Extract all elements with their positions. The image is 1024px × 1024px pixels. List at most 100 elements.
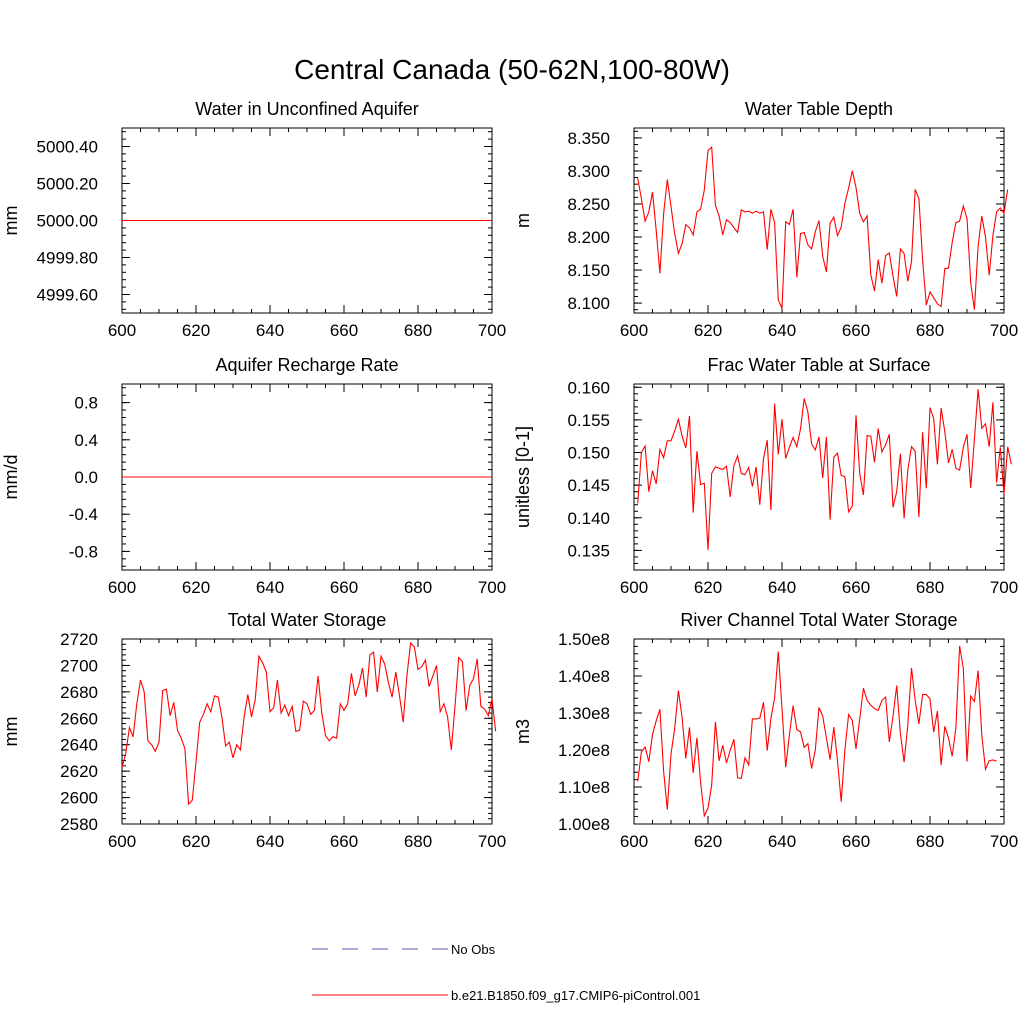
y-tick-label: 2700: [60, 656, 98, 675]
y-tick-label: 1.00e8: [558, 815, 610, 834]
y-tick-label: 8.150: [567, 261, 610, 280]
y-tick-label: 4999.60: [37, 286, 98, 305]
y-tick-label: 0.4: [74, 431, 98, 450]
x-tick-label: 660: [842, 321, 870, 340]
y-tick-label: 2620: [60, 762, 98, 781]
x-tick-label: 600: [620, 321, 648, 340]
y-tick-label: 8.350: [567, 129, 610, 148]
y-tick-label: 0.145: [567, 476, 610, 495]
x-tick-label: 660: [842, 578, 870, 597]
x-tick-label: 700: [990, 321, 1018, 340]
y-tick-label: 8.200: [567, 228, 610, 247]
y-tick-label: 5000.20: [37, 175, 98, 194]
x-tick-label: 620: [182, 832, 210, 851]
y-tick-label: -0.4: [69, 505, 98, 524]
x-tick-label: 620: [694, 832, 722, 851]
y-axis-label: unitless [0-1]: [513, 426, 533, 528]
y-tick-label: 2660: [60, 709, 98, 728]
x-tick-label: 600: [620, 578, 648, 597]
panel-title: River Channel Total Water Storage: [680, 610, 957, 630]
y-tick-label: 2640: [60, 736, 98, 755]
panel-title: Total Water Storage: [228, 610, 386, 630]
panel-title: Water Table Depth: [745, 99, 893, 119]
figure-title: Central Canada (50-62N,100-80W): [294, 54, 730, 85]
y-tick-label: 5000.40: [37, 138, 98, 157]
y-tick-label: 8.100: [567, 294, 610, 313]
series-line: [637, 389, 1012, 550]
x-tick-label: 640: [768, 321, 796, 340]
x-tick-label: 640: [256, 832, 284, 851]
y-axis-label: m3: [513, 719, 533, 744]
x-tick-label: 700: [478, 321, 506, 340]
y-tick-label: 0.155: [567, 411, 610, 430]
series-line: [637, 146, 1009, 310]
chart-panel-river-channel-storage: River Channel Total Water Storage 600 620 6…: [513, 610, 1018, 851]
y-axis-label: mm/d: [1, 455, 21, 500]
x-tick-label: 620: [182, 578, 210, 597]
x-tick-label: 680: [916, 578, 944, 597]
panel-title: Frac Water Table at Surface: [707, 355, 930, 375]
series-line: [637, 645, 997, 818]
x-tick-label: 600: [620, 832, 648, 851]
y-tick-label: 5000.00: [37, 212, 98, 231]
series-line: [121, 641, 497, 806]
y-tick-label: 0.135: [567, 541, 610, 560]
x-tick-label: 700: [478, 832, 506, 851]
x-tick-label: 700: [478, 578, 506, 597]
y-axis-label: m: [513, 213, 533, 228]
legend-label: b.e21.B1850.f09_g17.CMIP6-piControl.001: [451, 988, 700, 1003]
chart-panels: Water in Unconfined Aquifer 600 620 640 660 6…: [1, 99, 1018, 851]
x-tick-label: 700: [990, 832, 1018, 851]
y-tick-label: -0.8: [69, 542, 98, 561]
y-tick-label: 2580: [60, 815, 98, 834]
x-tick-label: 620: [182, 321, 210, 340]
legend: No Obs b.e21.B1850.f09_g17.CMIP6-piContro…: [312, 942, 700, 1003]
panel-title: Aquifer Recharge Rate: [215, 355, 398, 375]
chart-panel-aquifer-recharge: Aquifer Recharge Rate 600 620 640 660 680 700 -…: [1, 355, 506, 597]
y-tick-label: 1.10e8: [558, 778, 610, 797]
x-tick-label: 660: [330, 321, 358, 340]
x-tick-label: 680: [404, 578, 432, 597]
x-tick-label: 600: [108, 321, 136, 340]
y-tick-label: 1.30e8: [558, 704, 610, 723]
x-tick-label: 640: [768, 578, 796, 597]
x-tick-label: 640: [256, 321, 284, 340]
x-tick-label: 640: [256, 578, 284, 597]
y-axis-label: mm: [1, 206, 21, 236]
y-tick-label: 0.8: [74, 394, 98, 413]
y-tick-label: 0.140: [567, 509, 610, 528]
legend-label: No Obs: [451, 942, 496, 957]
x-tick-label: 620: [694, 578, 722, 597]
x-tick-label: 660: [330, 832, 358, 851]
y-tick-label: 0.160: [567, 378, 610, 397]
panel-title: Water in Unconfined Aquifer: [195, 99, 418, 119]
x-tick-label: 640: [768, 832, 796, 851]
y-tick-label: 4999.80: [37, 249, 98, 268]
y-tick-label: 1.50e8: [558, 630, 610, 649]
x-tick-label: 600: [108, 832, 136, 851]
chart-panel-aquifer-water: Water in Unconfined Aquifer 600 620 640 660 6…: [1, 99, 506, 340]
y-tick-label: 8.250: [567, 195, 610, 214]
x-tick-label: 680: [404, 832, 432, 851]
x-tick-label: 680: [916, 321, 944, 340]
chart-panel-water-table-depth: Water Table Depth 600 620 640 660 680 700 8.100…: [513, 99, 1018, 340]
y-tick-label: 2680: [60, 683, 98, 702]
y-tick-label: 0.150: [567, 444, 610, 463]
chart-panel-frac-water-table: Frac Water Table at Surface 600 620 640 660 6…: [513, 355, 1018, 597]
x-tick-label: 660: [842, 832, 870, 851]
y-tick-label: 0.0: [74, 468, 98, 487]
y-tick-label: 2720: [60, 630, 98, 649]
x-tick-label: 620: [694, 321, 722, 340]
y-axis-label: mm: [1, 717, 21, 747]
x-tick-label: 680: [404, 321, 432, 340]
x-tick-label: 680: [916, 832, 944, 851]
x-tick-label: 700: [990, 578, 1018, 597]
chart-panel-total-water-storage: Total Water Storage 600 620 640 660 680 700 258…: [1, 610, 506, 851]
y-tick-label: 1.40e8: [558, 667, 610, 686]
plot-frame: [633, 383, 1005, 571]
x-tick-label: 600: [108, 578, 136, 597]
x-tick-label: 660: [330, 578, 358, 597]
y-tick-label: 8.300: [567, 162, 610, 181]
y-tick-label: 2600: [60, 789, 98, 808]
